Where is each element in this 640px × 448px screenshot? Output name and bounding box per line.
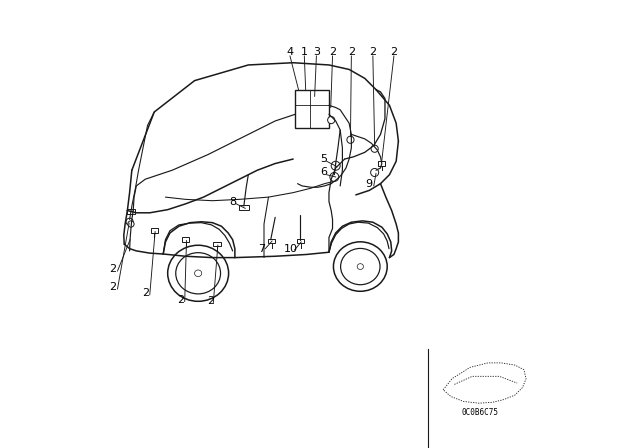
Text: 2: 2 bbox=[329, 47, 336, 56]
Text: 2: 2 bbox=[141, 289, 149, 298]
Bar bbox=[150, 228, 158, 233]
Bar bbox=[127, 209, 134, 214]
Text: 2: 2 bbox=[109, 264, 116, 274]
Ellipse shape bbox=[357, 264, 364, 269]
Ellipse shape bbox=[333, 242, 387, 291]
Text: 3: 3 bbox=[313, 47, 320, 56]
Text: 2: 2 bbox=[177, 295, 185, 305]
FancyBboxPatch shape bbox=[296, 90, 329, 128]
Text: 7: 7 bbox=[258, 244, 266, 254]
Text: 6: 6 bbox=[320, 168, 327, 177]
Text: 8: 8 bbox=[229, 197, 236, 207]
Ellipse shape bbox=[371, 168, 379, 177]
Bar bbox=[182, 237, 189, 242]
Ellipse shape bbox=[195, 270, 202, 276]
Text: 0C0B6C75: 0C0B6C75 bbox=[462, 408, 499, 417]
Ellipse shape bbox=[340, 249, 380, 284]
Ellipse shape bbox=[168, 245, 228, 302]
Ellipse shape bbox=[330, 172, 339, 181]
Bar bbox=[213, 242, 221, 246]
Text: 5: 5 bbox=[320, 154, 327, 164]
Ellipse shape bbox=[371, 145, 378, 152]
Text: 10: 10 bbox=[284, 244, 298, 254]
Ellipse shape bbox=[332, 161, 340, 170]
Bar bbox=[239, 204, 249, 211]
Ellipse shape bbox=[328, 116, 335, 124]
Ellipse shape bbox=[126, 218, 133, 225]
Text: 2: 2 bbox=[390, 47, 397, 56]
Text: 4: 4 bbox=[287, 47, 294, 56]
Ellipse shape bbox=[128, 221, 134, 227]
Ellipse shape bbox=[176, 253, 221, 294]
Ellipse shape bbox=[347, 136, 354, 143]
Text: 2: 2 bbox=[109, 282, 116, 292]
Text: 2: 2 bbox=[369, 47, 376, 56]
Text: 1: 1 bbox=[301, 47, 308, 56]
Text: 9: 9 bbox=[365, 179, 373, 189]
Bar bbox=[297, 239, 305, 243]
Text: 2: 2 bbox=[207, 296, 214, 306]
Text: 2: 2 bbox=[348, 47, 355, 56]
Bar bbox=[378, 161, 385, 166]
Bar bbox=[268, 239, 275, 243]
